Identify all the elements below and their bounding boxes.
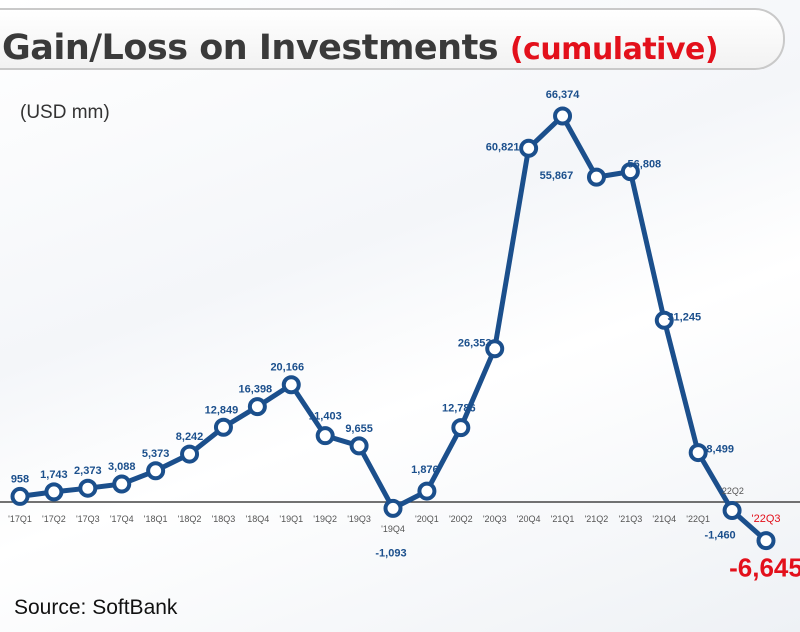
x-tick-label: '22Q1 bbox=[686, 514, 710, 524]
data-point bbox=[485, 339, 505, 359]
data-point bbox=[756, 531, 776, 551]
data-label: 958 bbox=[11, 473, 29, 485]
x-tick-label: '20Q2 bbox=[449, 514, 473, 524]
x-tick-label: '21Q1 bbox=[551, 514, 575, 524]
x-tick-label: '17Q3 bbox=[76, 514, 100, 524]
title-banner: Gain/Loss on Investments (cumulative) bbox=[0, 8, 785, 70]
x-tick-label: '21Q4 bbox=[652, 514, 676, 524]
data-point bbox=[315, 426, 335, 446]
x-tick-label: '19Q2 bbox=[313, 514, 337, 524]
data-label: 9,655 bbox=[345, 423, 373, 435]
data-label: 11,403 bbox=[309, 411, 342, 423]
title-text: Gain/Loss on Investments bbox=[2, 28, 499, 68]
x-tick-label: '21Q3 bbox=[618, 514, 642, 524]
data-point bbox=[213, 417, 233, 437]
data-point bbox=[688, 443, 708, 463]
data-label: 2,373 bbox=[74, 465, 102, 477]
data-label: 12,786 bbox=[442, 403, 476, 415]
data-label: 55,867 bbox=[540, 170, 574, 182]
title-subtitle: (cumulative) bbox=[509, 32, 719, 67]
data-label: 60,821 bbox=[486, 141, 520, 153]
data-label: 5,373 bbox=[142, 448, 170, 460]
data-point bbox=[10, 486, 30, 506]
x-tick-label: '19Q1 bbox=[279, 514, 303, 524]
data-point bbox=[281, 375, 301, 395]
data-label: 12,849 bbox=[205, 404, 239, 416]
x-tick-label: '22Q2 bbox=[720, 486, 744, 496]
data-label: 20,166 bbox=[270, 362, 304, 374]
data-label: 56,808 bbox=[628, 159, 662, 171]
data-point bbox=[44, 482, 64, 502]
data-label: -1,093 bbox=[375, 547, 406, 559]
data-point bbox=[586, 167, 606, 187]
data-label: -1,460 bbox=[704, 529, 735, 541]
x-tick-label: '17Q4 bbox=[110, 514, 134, 524]
x-tick-label: '19Q3 bbox=[347, 514, 371, 524]
data-label: -6,645 bbox=[729, 553, 800, 583]
x-tick-label: '18Q2 bbox=[178, 514, 202, 524]
x-tick-label: '21Q2 bbox=[585, 514, 609, 524]
data-point bbox=[146, 461, 166, 481]
x-tick-label: '17Q2 bbox=[42, 514, 66, 524]
source-note: Source: SoftBank bbox=[14, 596, 178, 619]
data-label: 3,088 bbox=[108, 461, 136, 473]
data-point bbox=[451, 418, 471, 438]
data-point bbox=[722, 500, 742, 520]
data-point bbox=[180, 444, 200, 464]
data-point bbox=[654, 310, 674, 330]
x-tick-label: '18Q1 bbox=[144, 514, 168, 524]
data-point bbox=[349, 436, 369, 456]
x-tick-label: '17Q1 bbox=[8, 514, 32, 524]
data-point bbox=[553, 106, 573, 126]
data-label: 16,398 bbox=[239, 384, 273, 396]
unit-label: (USD mm) bbox=[20, 102, 110, 123]
data-label: 31,245 bbox=[667, 311, 701, 323]
x-tick-label: '20Q4 bbox=[517, 514, 541, 524]
data-label: 8,242 bbox=[176, 431, 204, 443]
x-tick-label: '18Q3 bbox=[212, 514, 236, 524]
data-point bbox=[247, 397, 267, 417]
x-tick-label: '22Q3 bbox=[751, 513, 780, 525]
data-point bbox=[417, 481, 437, 501]
x-tick-label: '20Q3 bbox=[483, 514, 507, 524]
data-label: 1,876 bbox=[411, 464, 439, 476]
page-title: Gain/Loss on Investments (cumulative) bbox=[2, 28, 719, 68]
data-point bbox=[620, 162, 640, 182]
x-tick-label: '20Q1 bbox=[415, 514, 439, 524]
data-label: 66,374 bbox=[546, 89, 581, 101]
data-label: 1,743 bbox=[40, 469, 68, 481]
x-tick-label: '19Q4 bbox=[381, 524, 405, 534]
series-line bbox=[17, 113, 769, 544]
data-label: 26,353 bbox=[458, 338, 492, 350]
data-point bbox=[383, 498, 403, 518]
data-label: 8,499 bbox=[706, 444, 734, 456]
data-point bbox=[78, 478, 98, 498]
x-tick-label: '18Q4 bbox=[245, 514, 269, 524]
data-point bbox=[519, 138, 539, 158]
data-point bbox=[112, 474, 132, 494]
